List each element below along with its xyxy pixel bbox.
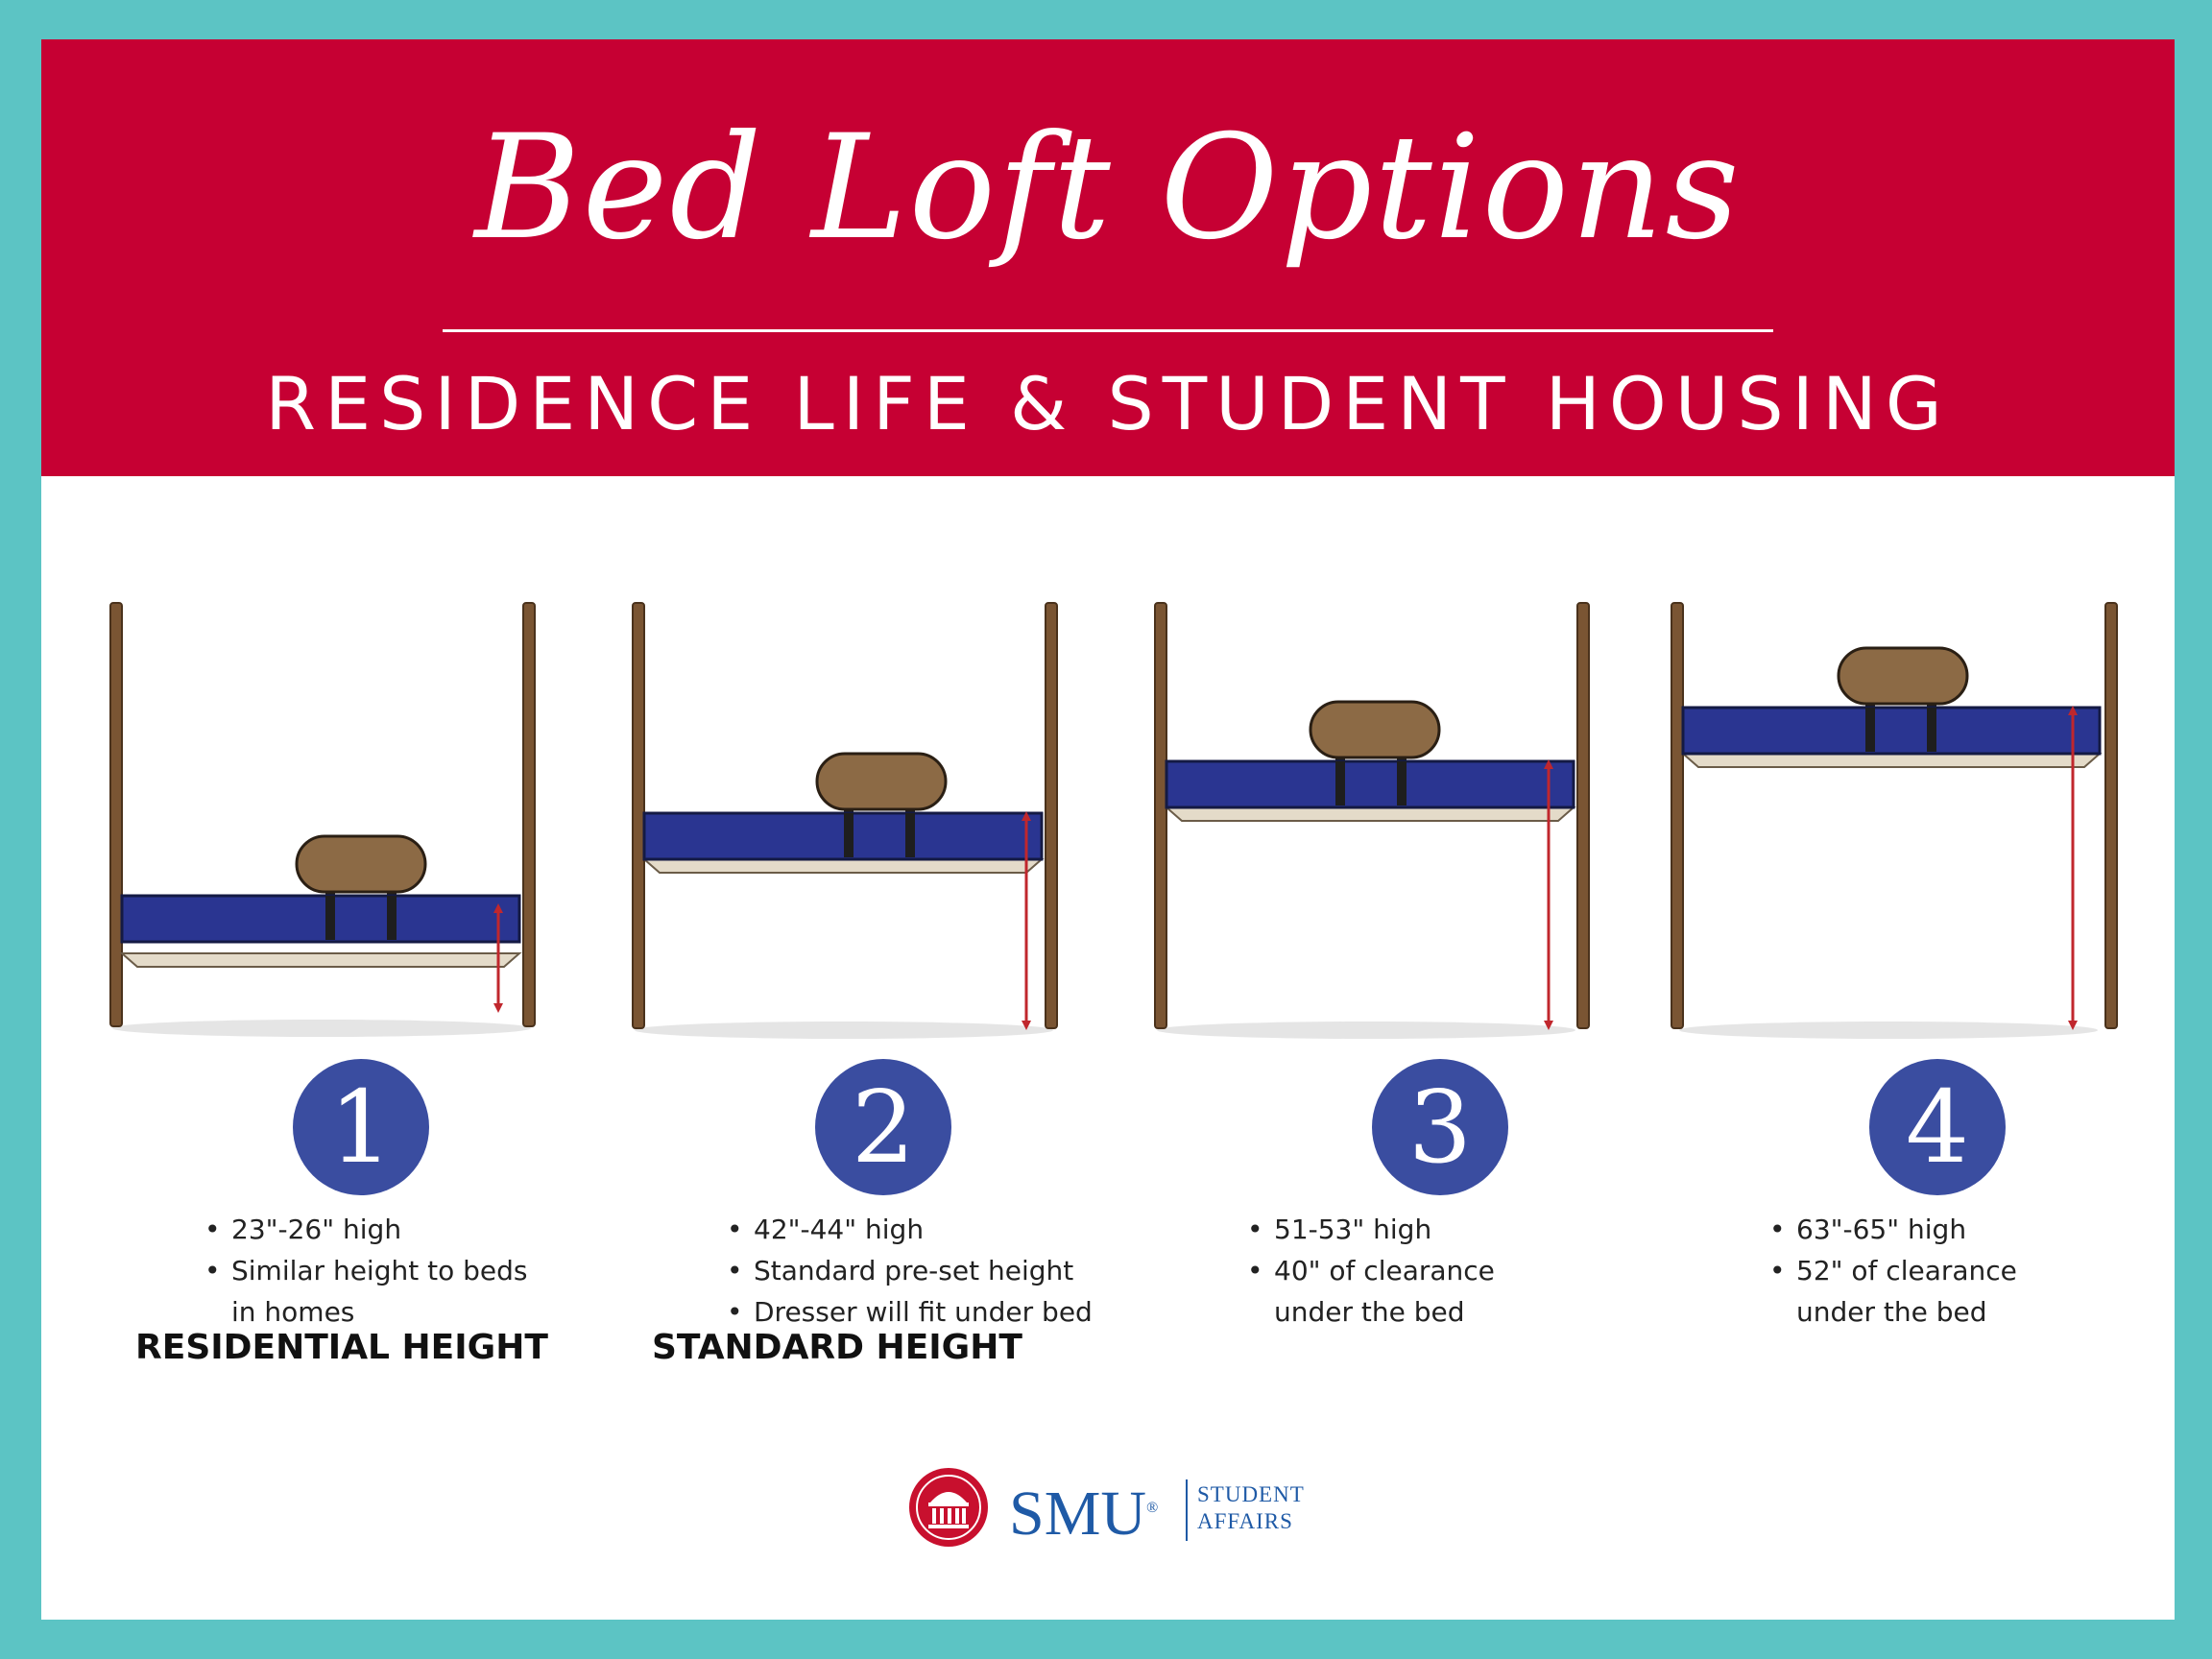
title-divider — [443, 329, 1773, 332]
option-bullets: 63"-65" high 52" of clearance under the … — [1769, 1209, 2017, 1333]
bed-post-right — [2104, 602, 2118, 1029]
bed-frame — [1164, 806, 1576, 822]
guard-rail-bar — [1335, 761, 1345, 805]
bed-post-left — [1671, 602, 1684, 1029]
option-number-badge: 4 — [1869, 1059, 2006, 1195]
guard-rail-panel — [815, 752, 948, 811]
bullet-item: 63"-65" high — [1769, 1209, 2017, 1250]
height-arrow-head — [1544, 759, 1553, 769]
bullet-continuation: under the bed — [1796, 1296, 1987, 1328]
height-arrow-head — [1544, 1021, 1553, 1030]
mattress — [120, 894, 521, 944]
option-number-badge: 3 — [1372, 1059, 1508, 1195]
bed-post-left — [632, 602, 645, 1029]
guard-rail-bar — [905, 813, 915, 857]
bullet-item: 51-53" high — [1247, 1209, 1495, 1250]
bed-post-left — [1154, 602, 1167, 1029]
bullet-item: 40" of clearance — [1247, 1250, 1495, 1291]
height-arrow-head — [493, 1003, 503, 1013]
height-label: STANDARD HEIGHT — [652, 1328, 1022, 1367]
option-bullets: 23"-26" high Similar height to beds in h… — [204, 1209, 527, 1333]
bed-post-right — [522, 602, 536, 1027]
bullet-item: Similar height to beds — [204, 1250, 527, 1291]
bed-frame — [1680, 753, 2103, 768]
bed-frame — [641, 858, 1045, 874]
mattress — [1681, 706, 2102, 756]
height-arrow-head — [1022, 811, 1031, 821]
bullet-item: 52" of clearance — [1769, 1250, 2017, 1291]
guard-rail-bar — [387, 896, 397, 940]
height-arrow-head — [2068, 1021, 2078, 1030]
loft-option-2: 2 42"-44" high Standard pre-set height D… — [623, 560, 1093, 1424]
option-number-badge: 2 — [815, 1059, 951, 1195]
header-banner: Bed Loft Options RESIDENCE LIFE & STUDEN… — [41, 39, 2175, 476]
bullet-item: Standard pre-set height — [727, 1250, 1093, 1291]
guard-rail-bar — [325, 896, 335, 940]
logo-divider — [1186, 1479, 1188, 1541]
guard-rail-bar — [844, 813, 854, 857]
option-number-badge: 1 — [293, 1059, 429, 1195]
division-line-2: AFFAIRS — [1197, 1509, 1293, 1533]
university-seal-icon — [909, 1468, 988, 1547]
bullet-item: 23"-26" high — [204, 1209, 527, 1250]
height-arrow-head — [2068, 706, 2078, 715]
bed-illustration-2 — [632, 602, 1058, 1039]
guard-rail-bar — [1927, 708, 1936, 752]
guard-rail-panel — [1309, 700, 1441, 759]
bullet-continuation: in homes — [231, 1296, 355, 1328]
height-label: RESIDENTIAL HEIGHT — [135, 1328, 548, 1367]
guard-rail-panel — [1837, 646, 1969, 706]
guard-rail-panel — [295, 834, 427, 894]
loft-option-3: 3 51-53" high 40" of clearance under the… — [1145, 560, 1606, 1424]
guard-rail-bar — [1397, 761, 1407, 805]
smu-student-affairs-logo: SMU® STUDENT AFFAIRS — [907, 1458, 1330, 1554]
bullet-item: 42"-44" high — [727, 1209, 1093, 1250]
brand-wordmark: SMU® — [1009, 1479, 1159, 1549]
poster-subtitle: RESIDENCE LIFE & STUDENT HOUSING — [265, 361, 1951, 446]
option-bullets: 42"-44" high Standard pre-set height Dre… — [727, 1209, 1093, 1333]
bed-illustration-3 — [1154, 602, 1590, 1039]
bed-post-right — [1045, 602, 1058, 1029]
bullet-item: Dresser will fit under bed — [727, 1291, 1093, 1333]
bullet-continuation: under the bed — [1274, 1296, 1465, 1328]
bed-illustration-4 — [1671, 602, 2118, 1039]
option-bullets: 51-53" high 40" of clearance under the b… — [1247, 1209, 1495, 1333]
loft-option-1: 1 23"-26" high Similar height to beds in… — [101, 560, 562, 1424]
bed-illustration-1 — [109, 602, 536, 1037]
mattress — [1165, 759, 1575, 809]
poster-title: Bed Loft Options — [474, 105, 1742, 272]
mattress — [642, 811, 1044, 861]
bed-post-left — [109, 602, 123, 1027]
loft-option-4: 4 63"-65" high 52" of clearance under th… — [1668, 560, 2128, 1424]
poster-frame: Bed Loft Options RESIDENCE LIFE & STUDEN… — [41, 39, 2175, 1620]
height-arrow-head — [493, 903, 503, 913]
guard-rail-bar — [1865, 708, 1875, 752]
bed-frame — [119, 952, 522, 968]
height-arrow-head — [1022, 1021, 1031, 1030]
bed-post-right — [1576, 602, 1590, 1029]
division-line-1: STUDENT — [1197, 1482, 1305, 1506]
